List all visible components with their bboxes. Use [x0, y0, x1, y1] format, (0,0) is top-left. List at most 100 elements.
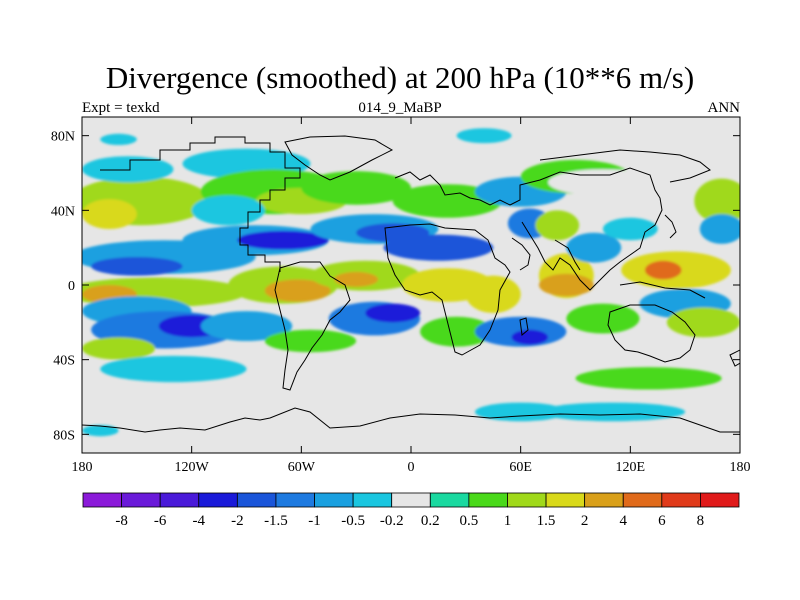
siberia-coastline: [539, 149, 711, 183]
colorbar-label: 1: [504, 513, 512, 529]
colorbar-label: -1.5: [264, 513, 288, 529]
colorbar-swatch-15: [661, 492, 701, 508]
africa-coastline: [384, 223, 511, 356]
colorbar-swatch-5: [275, 492, 315, 508]
field-region-53: [666, 307, 740, 338]
field-region-55: [538, 402, 686, 422]
field-region-42: [566, 232, 622, 263]
map-axes: 180 120W 60W 0 60E 120E 180 80N 40N 0 40S 80S: [51, 117, 751, 475]
field-region-22: [264, 329, 357, 353]
arabian-peninsula-coastline: [511, 237, 531, 271]
field-region-1: [82, 199, 137, 229]
colorbar-swatch-3: [198, 492, 238, 508]
maritime-continent-coastline: [619, 281, 706, 299]
colorbar-swatch-2: [159, 492, 200, 508]
period-label: ANN: [707, 100, 741, 116]
experiment-label: Expt = texkd: [82, 100, 160, 116]
new-zealand-coastline: [729, 349, 740, 367]
colorbar-swatch-11: [507, 492, 547, 508]
colorbar-label: -4: [193, 513, 206, 529]
field-region-2: [82, 156, 174, 183]
x-tick-label: 120E: [616, 460, 646, 475]
colorbar-label: 0.2: [421, 513, 440, 529]
colorbar-swatch-8: [391, 492, 431, 508]
field-region-50: [694, 178, 740, 224]
x-tick-label: 60E: [509, 460, 532, 475]
y-tick-label: 0: [68, 279, 75, 294]
madagascar-coastline: [519, 317, 529, 336]
colorbar-label: -6: [154, 513, 167, 529]
field-region-45: [548, 169, 658, 196]
field-region-51: [699, 214, 740, 244]
chart-title: Divergence (smoothed) at 200 hPa (10**6 …: [105, 60, 695, 95]
colorbar-label: 8: [697, 513, 705, 529]
field-region-41: [535, 210, 580, 241]
field-region-37: [511, 329, 549, 345]
colorbar-label: 4: [619, 513, 627, 529]
field-region-20: [264, 279, 331, 302]
europe-coastline: [394, 171, 511, 206]
x-tick-label: 120W: [175, 460, 210, 475]
field-region-30: [365, 303, 421, 323]
field-region-21: [200, 311, 293, 342]
colorbar-swatch-7: [352, 492, 393, 508]
field-region-54: [575, 367, 722, 390]
colorbar-label: -8: [115, 513, 128, 529]
field-region-5: [91, 257, 183, 276]
colorbar-label: -0.2: [380, 513, 404, 529]
colorbar-swatch-12: [545, 492, 586, 508]
antarctica-coastline: [82, 407, 740, 433]
australia-coastline: [607, 304, 696, 363]
case-label: 014_9_MaBP: [358, 100, 442, 116]
field-region-49: [644, 260, 682, 280]
colorbar-swatch-6: [314, 492, 354, 508]
field-region-58: [456, 128, 512, 144]
north-america-coastline: [100, 136, 301, 272]
colorbar-label: 2: [581, 513, 589, 529]
south-america-coastline: [274, 261, 351, 391]
field-region-11: [82, 337, 156, 360]
japan-coastline: [664, 214, 677, 239]
y-tick-label: 40S: [53, 354, 75, 369]
greenland-coastline: [284, 135, 394, 181]
field-region-3: [100, 133, 137, 145]
field-region-23: [219, 383, 384, 411]
x-tick-label: 60W: [288, 460, 316, 475]
y-tick-label: 40N: [51, 204, 75, 219]
colorbar-label: 1.5: [537, 513, 556, 529]
field-region-16: [191, 195, 265, 226]
colorbar-label: -0.5: [341, 513, 365, 529]
field-region-18: [237, 230, 329, 250]
field-region-12: [100, 355, 247, 383]
colorbar-label: 6: [658, 513, 666, 529]
y-tick-label: 80S: [53, 428, 75, 443]
colorbar-swatch-10: [468, 492, 508, 508]
colorbar-label: 0.5: [460, 513, 479, 529]
colorbar-swatch-14: [622, 492, 663, 508]
colorbar-label: -1: [308, 513, 321, 529]
colorbar-swatch-4: [236, 492, 277, 508]
colorbar-swatch-1: [121, 492, 161, 508]
indian-peninsula-coastline: [554, 239, 581, 271]
field-region-32: [383, 234, 494, 261]
colorbar-label: -2: [231, 513, 244, 529]
colorbar-swatch-9: [429, 492, 470, 508]
asia-coastline: [509, 167, 663, 291]
field-region-31: [392, 184, 503, 218]
colorbar-swatch-13: [584, 492, 624, 508]
x-tick-label: 0: [408, 460, 415, 475]
field-region-46: [566, 303, 640, 334]
coastlines: [82, 135, 740, 433]
colorbar: -8 -6 -4 -2 -1.5 -1 -0.5 -0.2 0.2 0.5 1 1.5 2 4 6 8: [82, 492, 740, 529]
field-region-34: [420, 316, 494, 347]
x-tick-label: 180: [730, 460, 751, 475]
field-region-28: [334, 271, 379, 287]
divergence-field: [82, 128, 740, 437]
y-tick-label: 80N: [51, 130, 75, 145]
field-region-35: [465, 275, 521, 314]
colorbar-swatch-16: [700, 492, 740, 508]
colorbar-swatch-0: [82, 492, 122, 508]
x-tick-label: 180: [72, 460, 93, 475]
field-region-56: [474, 402, 567, 422]
